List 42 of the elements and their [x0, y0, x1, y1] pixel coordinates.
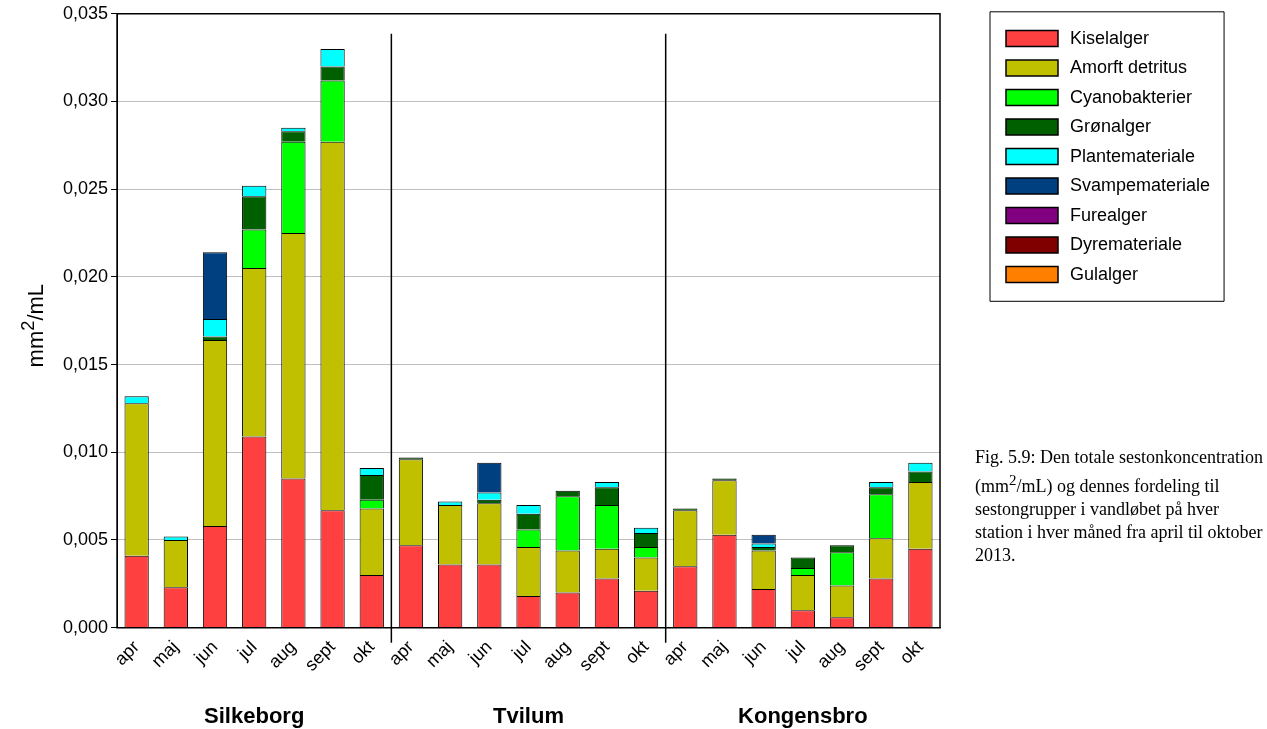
legend-label: Plantemateriale [1070, 145, 1196, 166]
x-tick-label: aug [538, 636, 575, 672]
x-tick-label: apr [110, 636, 143, 670]
text: Silkeborg [204, 702, 305, 728]
legend-label: Dyremateriale [1070, 234, 1183, 255]
y-tick-label: 0,000 [63, 616, 109, 637]
text: Kongensbro [738, 702, 868, 728]
x-tick-label: jun [738, 636, 770, 669]
x-tick-label: okt [895, 636, 927, 668]
x-tick-label: maj [147, 636, 183, 672]
legend-label: Amorft detritus [1070, 57, 1188, 78]
x-tick-label: okt [346, 636, 379, 668]
x-tick-label: aug [812, 636, 849, 672]
x-tick-label: maj [421, 636, 457, 672]
y-tick-label: 0,030 [63, 90, 109, 111]
text: Tvilum [493, 702, 564, 728]
legend-label: Kiselalger [1070, 27, 1150, 48]
y-tick-label: 0,035 [63, 2, 109, 23]
x-tick-label: jun [189, 636, 222, 669]
x-tick-label: sept [849, 636, 888, 675]
x-tick-label: sept [300, 636, 339, 675]
x-tick-label: jun [463, 636, 496, 669]
legend-label: Svampemateriale [1070, 175, 1211, 196]
x-tick-label: okt [621, 636, 653, 668]
y-tick-label: 0,020 [63, 265, 109, 286]
x-tick-label: apr [384, 636, 418, 670]
y-tick-label: 0,005 [63, 528, 109, 549]
y-tick-label: 0,015 [63, 353, 109, 374]
x-tick-label: maj [696, 636, 731, 672]
caption: Fig. 5.9: Den totale sestonkoncentration (mm$^{2}$/mL) og dennes fordeling til sestongrupper i vandløbet på hver station i hver måned fra april til oktober 2013. [975, 446, 1264, 567]
legend-label: Cyanobakterier [1070, 86, 1193, 107]
legend-label: Grønalger [1070, 116, 1152, 137]
legend-label: Furealger [1070, 204, 1148, 225]
x-tick-label: jul [507, 636, 535, 665]
x-tick-label: jul [232, 636, 261, 665]
y-tick-label: 0,025 [63, 178, 109, 199]
x-tick-label: apr [659, 636, 692, 670]
legend-label: Gulalger [1070, 263, 1139, 284]
y-tick-label: 0,010 [63, 441, 109, 462]
x-tick-label: sept [575, 636, 614, 675]
x-tick-label: aug [264, 636, 300, 672]
x-tick-label: jul [781, 636, 810, 665]
